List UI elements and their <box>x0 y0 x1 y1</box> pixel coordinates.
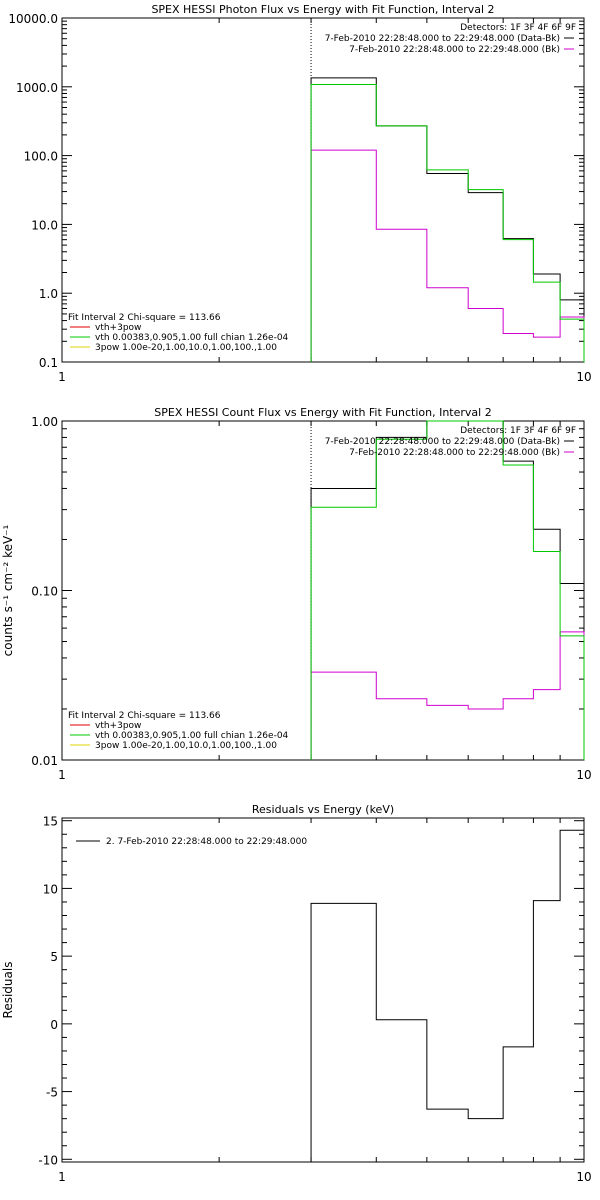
x-tick-label: 10 <box>576 1170 591 1184</box>
legend-entry-label: 7-Feb-2010 22:28:48.000 to 22:29:48.000 … <box>349 45 560 55</box>
fit-legend-label: 3pow 1.00e-20,1.00,10.0,1.00,100.,1.00 <box>95 343 277 353</box>
fit-legend-header: Fit Interval 2 Chi-square = 113.66 <box>68 711 221 721</box>
series-data-bk <box>310 420 585 760</box>
y-tick-label: 10000.0 <box>8 12 58 26</box>
fit-legend-label: 3pow 1.00e-20,1.00,10.0,1.00,100.,1.00 <box>95 741 277 751</box>
chart-title: SPEX HESSI Photon Flux vs Energy with Fi… <box>151 3 494 16</box>
series-data-bk <box>310 77 585 362</box>
count-flux-panel: SPEX HESSI Count Flux vs Energy with Fit… <box>1 406 592 782</box>
fit-legend-label: vth+3pow <box>95 721 141 731</box>
y-tick-label: 10 <box>43 882 58 896</box>
x-tick-label: 10 <box>576 768 591 782</box>
plot-frame <box>61 420 585 761</box>
y-tick-label: -10 <box>38 1153 58 1167</box>
y-tick-label: 1000.0 <box>16 81 58 95</box>
fit-legend-label: vth+3pow <box>95 323 141 333</box>
y-tick-label: 0.1 <box>39 356 58 370</box>
plot-frame <box>61 817 585 1163</box>
fit-legend-label: vth 0.00383,0.905,1.00 full chian 1.26e-… <box>95 333 289 343</box>
x-tick-label: 1 <box>58 370 66 384</box>
y-tick-label: 1.00 <box>31 415 58 429</box>
series-bk <box>310 149 585 362</box>
chart-title: SPEX HESSI Count Flux vs Energy with Fit… <box>154 406 491 419</box>
legend-entry-label: 7-Feb-2010 22:28:48.000 to 22:29:48.000 … <box>325 34 560 44</box>
series-2-7-feb-2010-22-28-48-000-to-22-29-48-000 <box>310 829 584 1162</box>
x-tick-label: 1 <box>58 768 66 782</box>
y-tick-label: 0.01 <box>31 754 58 768</box>
residuals-panel: Residuals vs Energy (keV) 1 10 -10 -5 0 5 10 15 R… <box>1 803 592 1184</box>
series-vth-3pow <box>310 420 585 760</box>
detectors-label: Detectors: 1F 3F 4F 6F 9F <box>460 426 576 436</box>
y-tick-label: 15 <box>43 815 58 829</box>
y-axis-label: Residuals <box>1 962 15 1019</box>
photon-flux-panel: SPEX HESSI Photon Flux vs Energy with Fi… <box>8 3 591 384</box>
fit-legend-label: vth 0.00383,0.905,1.00 full chian 1.26e-… <box>95 731 289 741</box>
y-tick-label: -5 <box>46 1086 58 1100</box>
legend-entry-label: 7-Feb-2010 22:28:48.000 to 22:29:48.000 … <box>325 437 560 447</box>
y-tick-label: 0 <box>50 1018 58 1032</box>
fit-legend-header: Fit Interval 2 Chi-square = 113.66 <box>68 313 221 323</box>
y-tick-label: 10.0 <box>31 218 58 232</box>
y-tick-label: 5 <box>50 950 58 964</box>
legend-entry-label: 2. 7-Feb-2010 22:28:48.000 to 22:29:48.0… <box>106 837 307 847</box>
y-tick-label: 0.10 <box>31 585 58 599</box>
series-vth-3pow <box>310 84 585 362</box>
x-tick-label: 1 <box>58 1170 66 1184</box>
legend-entry-label: 7-Feb-2010 22:28:48.000 to 22:29:48.000 … <box>349 448 560 458</box>
detectors-label: Detectors: 1F 3F 4F 6F 9F <box>460 23 576 33</box>
plot-frame <box>61 17 585 363</box>
x-tick-label: 10 <box>576 370 591 384</box>
y-axis-label: counts s⁻¹ cm⁻² keV⁻¹ <box>1 524 15 656</box>
series-bk <box>310 631 585 760</box>
y-tick-label: 100.0 <box>24 150 58 164</box>
y-tick-label: 1.0 <box>39 287 58 301</box>
chart-title: Residuals vs Energy (keV) <box>252 803 394 816</box>
